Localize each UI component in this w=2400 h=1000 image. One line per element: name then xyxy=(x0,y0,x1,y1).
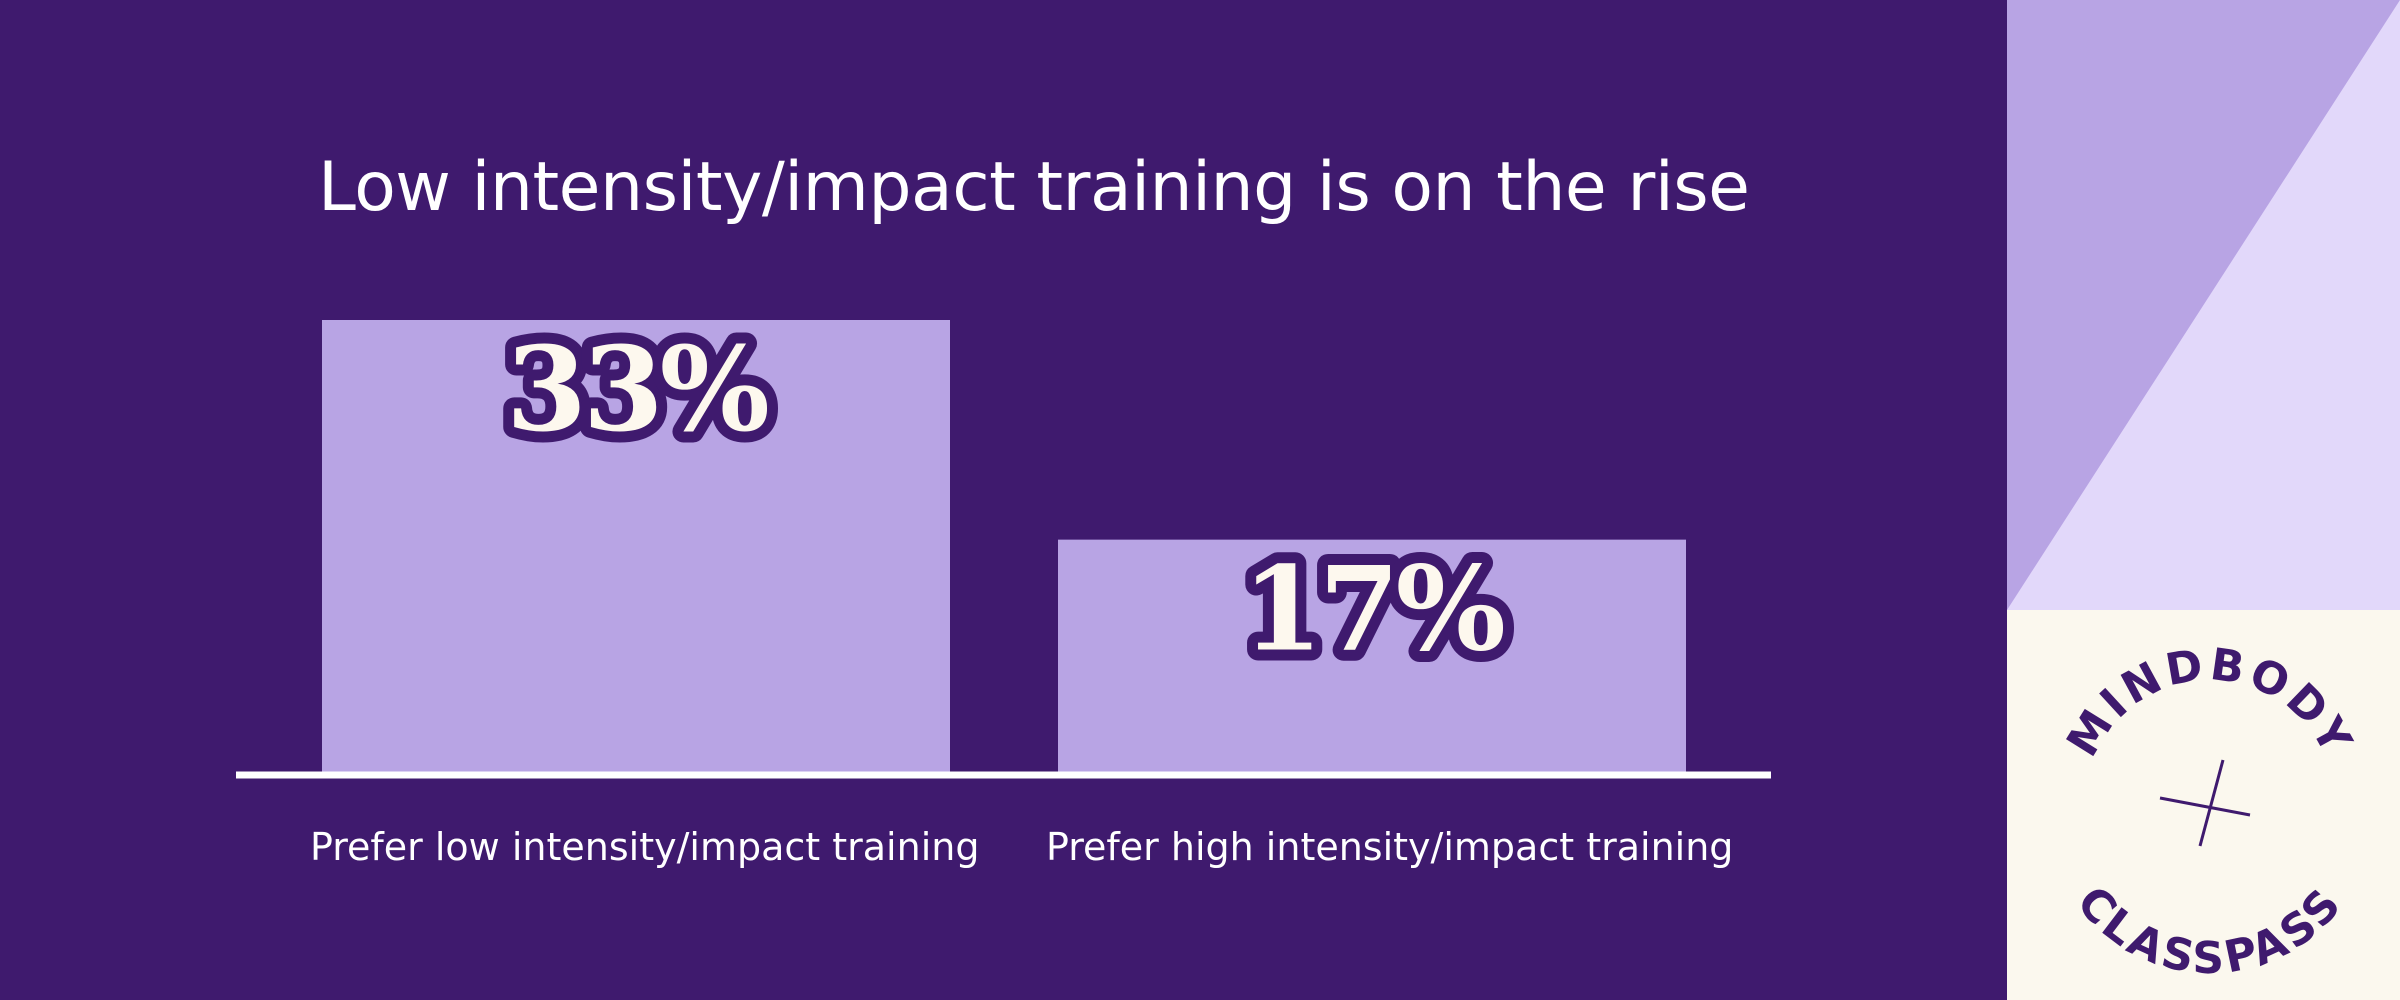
value-label-2: 17% xyxy=(1242,542,1503,678)
category-label-1: Prefer low intensity/impact training xyxy=(310,825,979,869)
category-label-2: Prefer high intensity/impact training xyxy=(1046,825,1733,869)
decor-triangle xyxy=(2007,0,2400,610)
bar-1 xyxy=(322,320,950,773)
brand-graphic: MINDBODY CLASSPASS xyxy=(2007,0,2400,1000)
value-label-1: 33% xyxy=(506,322,767,458)
brand-panel: MINDBODY CLASSPASS xyxy=(2007,0,2400,1000)
chart-area: Low intensity/impact training is on the … xyxy=(236,148,1771,869)
chart-title: Low intensity/impact training is on the … xyxy=(318,148,1750,227)
bar-2 xyxy=(1058,539,1686,773)
bar-chart: 33% Prefer low intensity/impact training 1… xyxy=(236,320,1771,869)
logo-x-mark-icon xyxy=(2159,759,2251,847)
